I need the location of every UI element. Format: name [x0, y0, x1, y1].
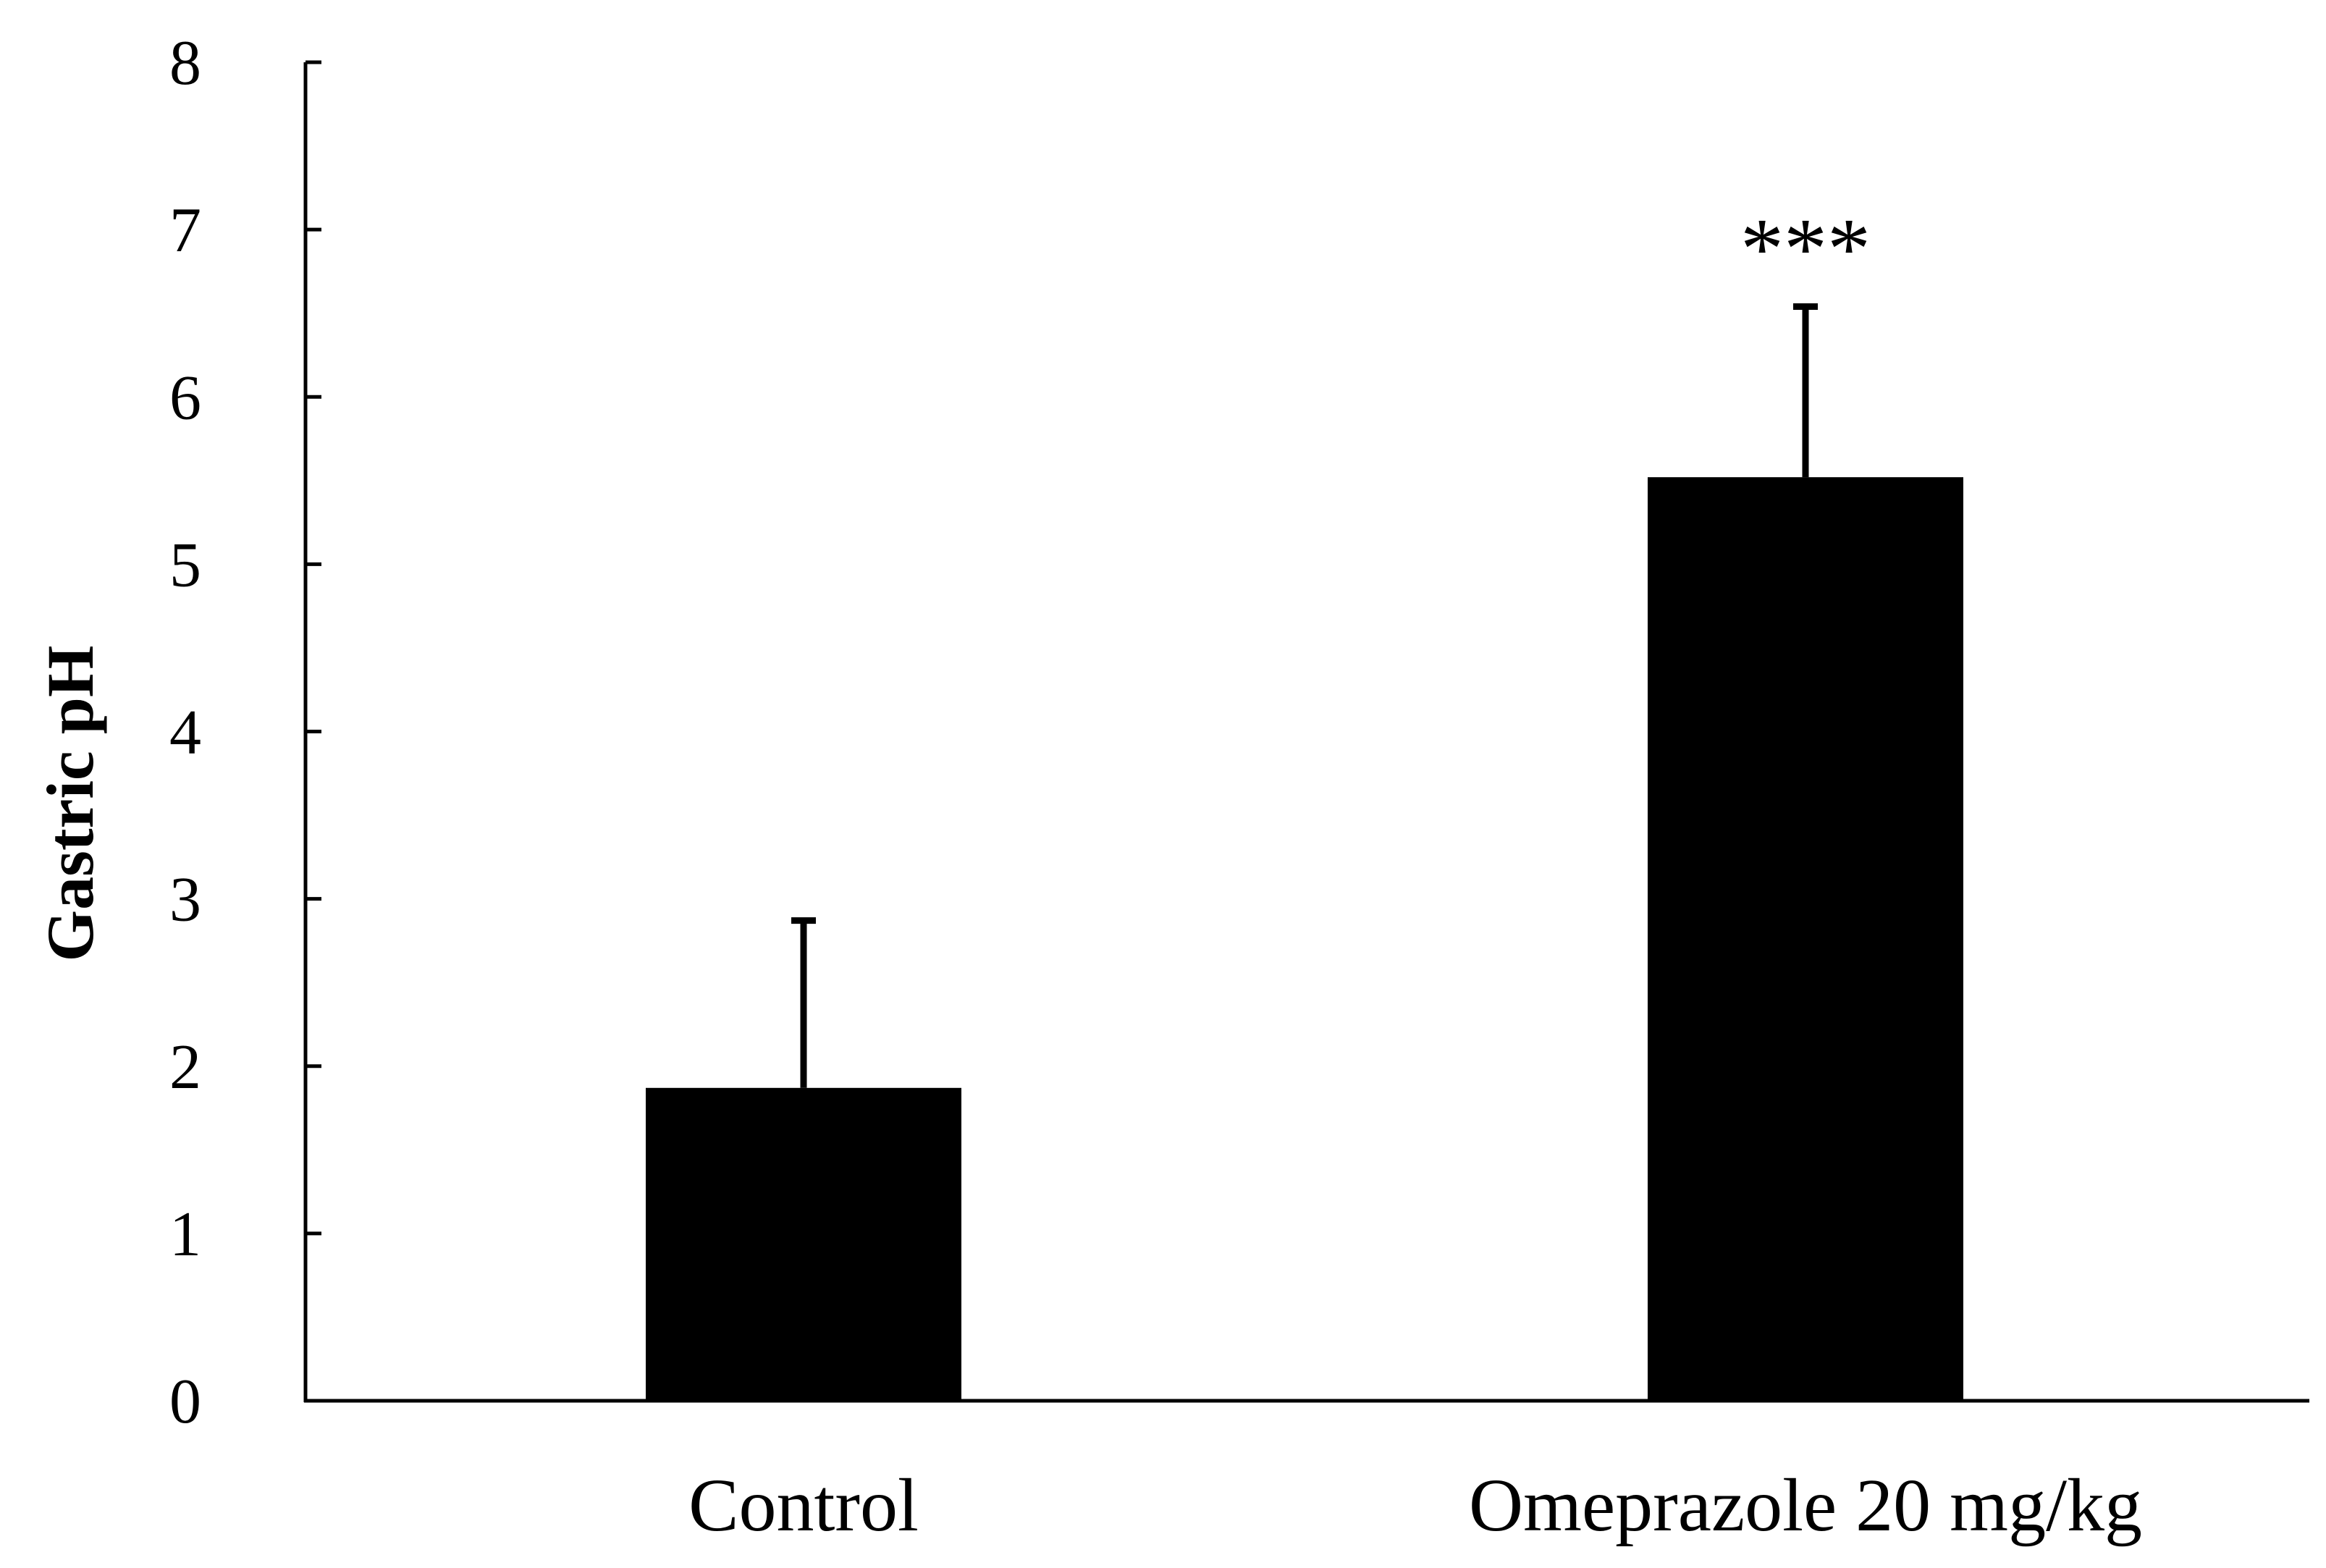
- y-tick-label: 2: [169, 1032, 201, 1103]
- x-tick-label: Control: [688, 1464, 919, 1547]
- y-tick-label: 1: [169, 1200, 201, 1270]
- y-axis-label: Gastric pH: [33, 646, 107, 962]
- bar-control: [646, 1087, 961, 1401]
- y-tick-label: 0: [169, 1367, 201, 1437]
- significance-annotation: ***: [1740, 200, 1871, 296]
- plot-area: 0 1 2 3 4 5 6 7 8 Control Omeprazole 20 mg/kg ***: [169, 28, 2309, 1547]
- bar-omeprazole: [1648, 477, 1963, 1401]
- y-tick-label: 6: [169, 363, 201, 433]
- y-tick-label: 8: [169, 28, 201, 98]
- x-tick-label: Omeprazole 20 mg/kg: [1469, 1464, 2142, 1547]
- y-tick-label: 4: [169, 698, 201, 768]
- y-tick-label: 5: [169, 530, 201, 600]
- y-tick-label: 3: [169, 865, 201, 935]
- y-tick-label: 7: [169, 195, 201, 266]
